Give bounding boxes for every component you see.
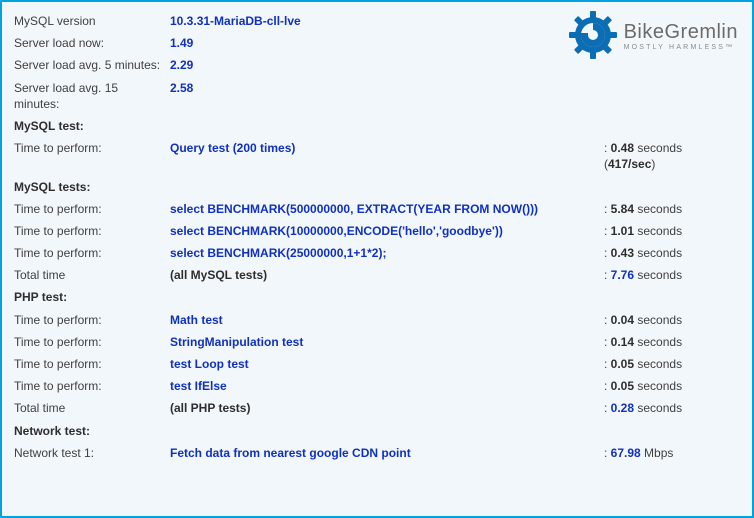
php-math-unit: seconds <box>637 313 682 327</box>
php-loop-time: 0.05 <box>611 357 634 371</box>
mysql-bench1-unit: seconds <box>637 202 682 216</box>
php-ifelse-unit: seconds <box>637 379 682 393</box>
load-5-label: Server load avg. 5 minutes: <box>14 54 170 76</box>
php-loop-unit: seconds <box>637 357 682 371</box>
network1-desc: Fetch data from nearest google CDN point <box>170 446 411 460</box>
mysql-query-label: Time to perform: <box>14 137 170 175</box>
load-now-value: 1.49 <box>170 36 193 50</box>
php-total-label: Total time <box>14 397 170 419</box>
php-total-desc: (all PHP tests) <box>170 401 250 415</box>
mysql-bench2-unit: seconds <box>637 224 682 238</box>
row-network-1: Network test 1: Fetch data from nearest … <box>14 442 738 464</box>
row-php-loop: Time to perform: test Loop test : 0.05 s… <box>14 353 738 375</box>
php-math-desc: Math test <box>170 313 223 327</box>
mysql-bench3-unit: seconds <box>637 246 682 260</box>
logo-title: BikeGremlin <box>624 22 738 42</box>
php-string-unit: seconds <box>637 335 682 349</box>
php-ifelse-time: 0.05 <box>611 379 634 393</box>
php-string-time: 0.14 <box>611 335 634 349</box>
mysql-bench2-desc: select BENCHMARK(10000000,ENCODE('hello'… <box>170 224 503 238</box>
load-5-value: 2.29 <box>170 58 193 72</box>
network1-value: 67.98 <box>611 446 641 460</box>
network1-label: Network test 1: <box>14 442 170 464</box>
logo-subtitle: MOSTLY HARMLESS™ <box>624 44 738 51</box>
benchmark-table: MySQL version 10.3.31-MariaDB-cll-lve Se… <box>14 10 738 464</box>
php-math-label: Time to perform: <box>14 309 170 331</box>
php-loop-label: Time to perform: <box>14 353 170 375</box>
network-test-header: Network test: <box>14 420 738 442</box>
row-load-15: Server load avg. 15 minutes: 2.58 <box>14 77 738 115</box>
mysql-tests-header: MySQL tests: <box>14 176 738 198</box>
mysql-query-unit: seconds <box>637 141 682 155</box>
mysql-version-label: MySQL version <box>14 10 170 32</box>
mysql-bench3-time: 0.43 <box>611 246 634 260</box>
brand-logo: BikeGremlin MOSTLY HARMLESS™ <box>568 10 738 63</box>
mysql-bench2-time: 1.01 <box>611 224 634 238</box>
mysql-test-header: MySQL test: <box>14 115 738 137</box>
mysql-total-desc: (all MySQL tests) <box>170 268 267 282</box>
mysql-total-label: Total time <box>14 264 170 286</box>
load-15-value: 2.58 <box>170 81 193 95</box>
php-math-time: 0.04 <box>611 313 634 327</box>
php-string-label: Time to perform: <box>14 331 170 353</box>
mysql-total-time: 7.76 <box>611 268 634 282</box>
load-now-label: Server load now: <box>14 32 170 54</box>
mysql-bench1-desc: select BENCHMARK(500000000, EXTRACT(YEAR… <box>170 202 538 216</box>
mysql-bench3-desc: select BENCHMARK(25000000,1+1*2); <box>170 246 386 260</box>
mysql-total-unit: seconds <box>637 268 682 282</box>
php-ifelse-label: Time to perform: <box>14 375 170 397</box>
row-mysql-total: Total time (all MySQL tests) : 7.76 seco… <box>14 264 738 286</box>
row-php-total: Total time (all PHP tests) : 0.28 second… <box>14 397 738 419</box>
mysql-query-rate: 417/sec <box>608 157 651 171</box>
mysql-bench2-label: Time to perform: <box>14 220 170 242</box>
row-mysql-bench-2: Time to perform: select BENCHMARK(100000… <box>14 220 738 242</box>
network1-unit: Mbps <box>644 446 673 460</box>
row-php-math: Time to perform: Math test : 0.04 second… <box>14 309 738 331</box>
row-mysql-bench-1: Time to perform: select BENCHMARK(500000… <box>14 198 738 220</box>
load-15-label: Server load avg. 15 minutes: <box>14 77 170 115</box>
row-php-ifelse: Time to perform: test IfElse : 0.05 seco… <box>14 375 738 397</box>
row-mysql-query-test: Time to perform: Query test (200 times) … <box>14 137 738 175</box>
php-total-time: 0.28 <box>611 401 634 415</box>
mysql-query-time: 0.48 <box>611 141 634 155</box>
mysql-query-desc: Query test (200 times) <box>170 141 295 155</box>
php-total-unit: seconds <box>637 401 682 415</box>
php-test-header: PHP test: <box>14 286 738 308</box>
gear-icon <box>568 10 618 63</box>
mysql-version-value: 10.3.31-MariaDB-cll-lve <box>170 14 301 28</box>
mysql-bench3-label: Time to perform: <box>14 242 170 264</box>
row-mysql-bench-3: Time to perform: select BENCHMARK(250000… <box>14 242 738 264</box>
php-loop-desc: test Loop test <box>170 357 249 371</box>
php-string-desc: StringManipulation test <box>170 335 303 349</box>
mysql-bench1-time: 5.84 <box>611 202 634 216</box>
mysql-bench1-label: Time to perform: <box>14 198 170 220</box>
benchmark-panel: BikeGremlin MOSTLY HARMLESS™ MySQL versi… <box>0 0 754 518</box>
row-php-string: Time to perform: StringManipulation test… <box>14 331 738 353</box>
php-ifelse-desc: test IfElse <box>170 379 227 393</box>
